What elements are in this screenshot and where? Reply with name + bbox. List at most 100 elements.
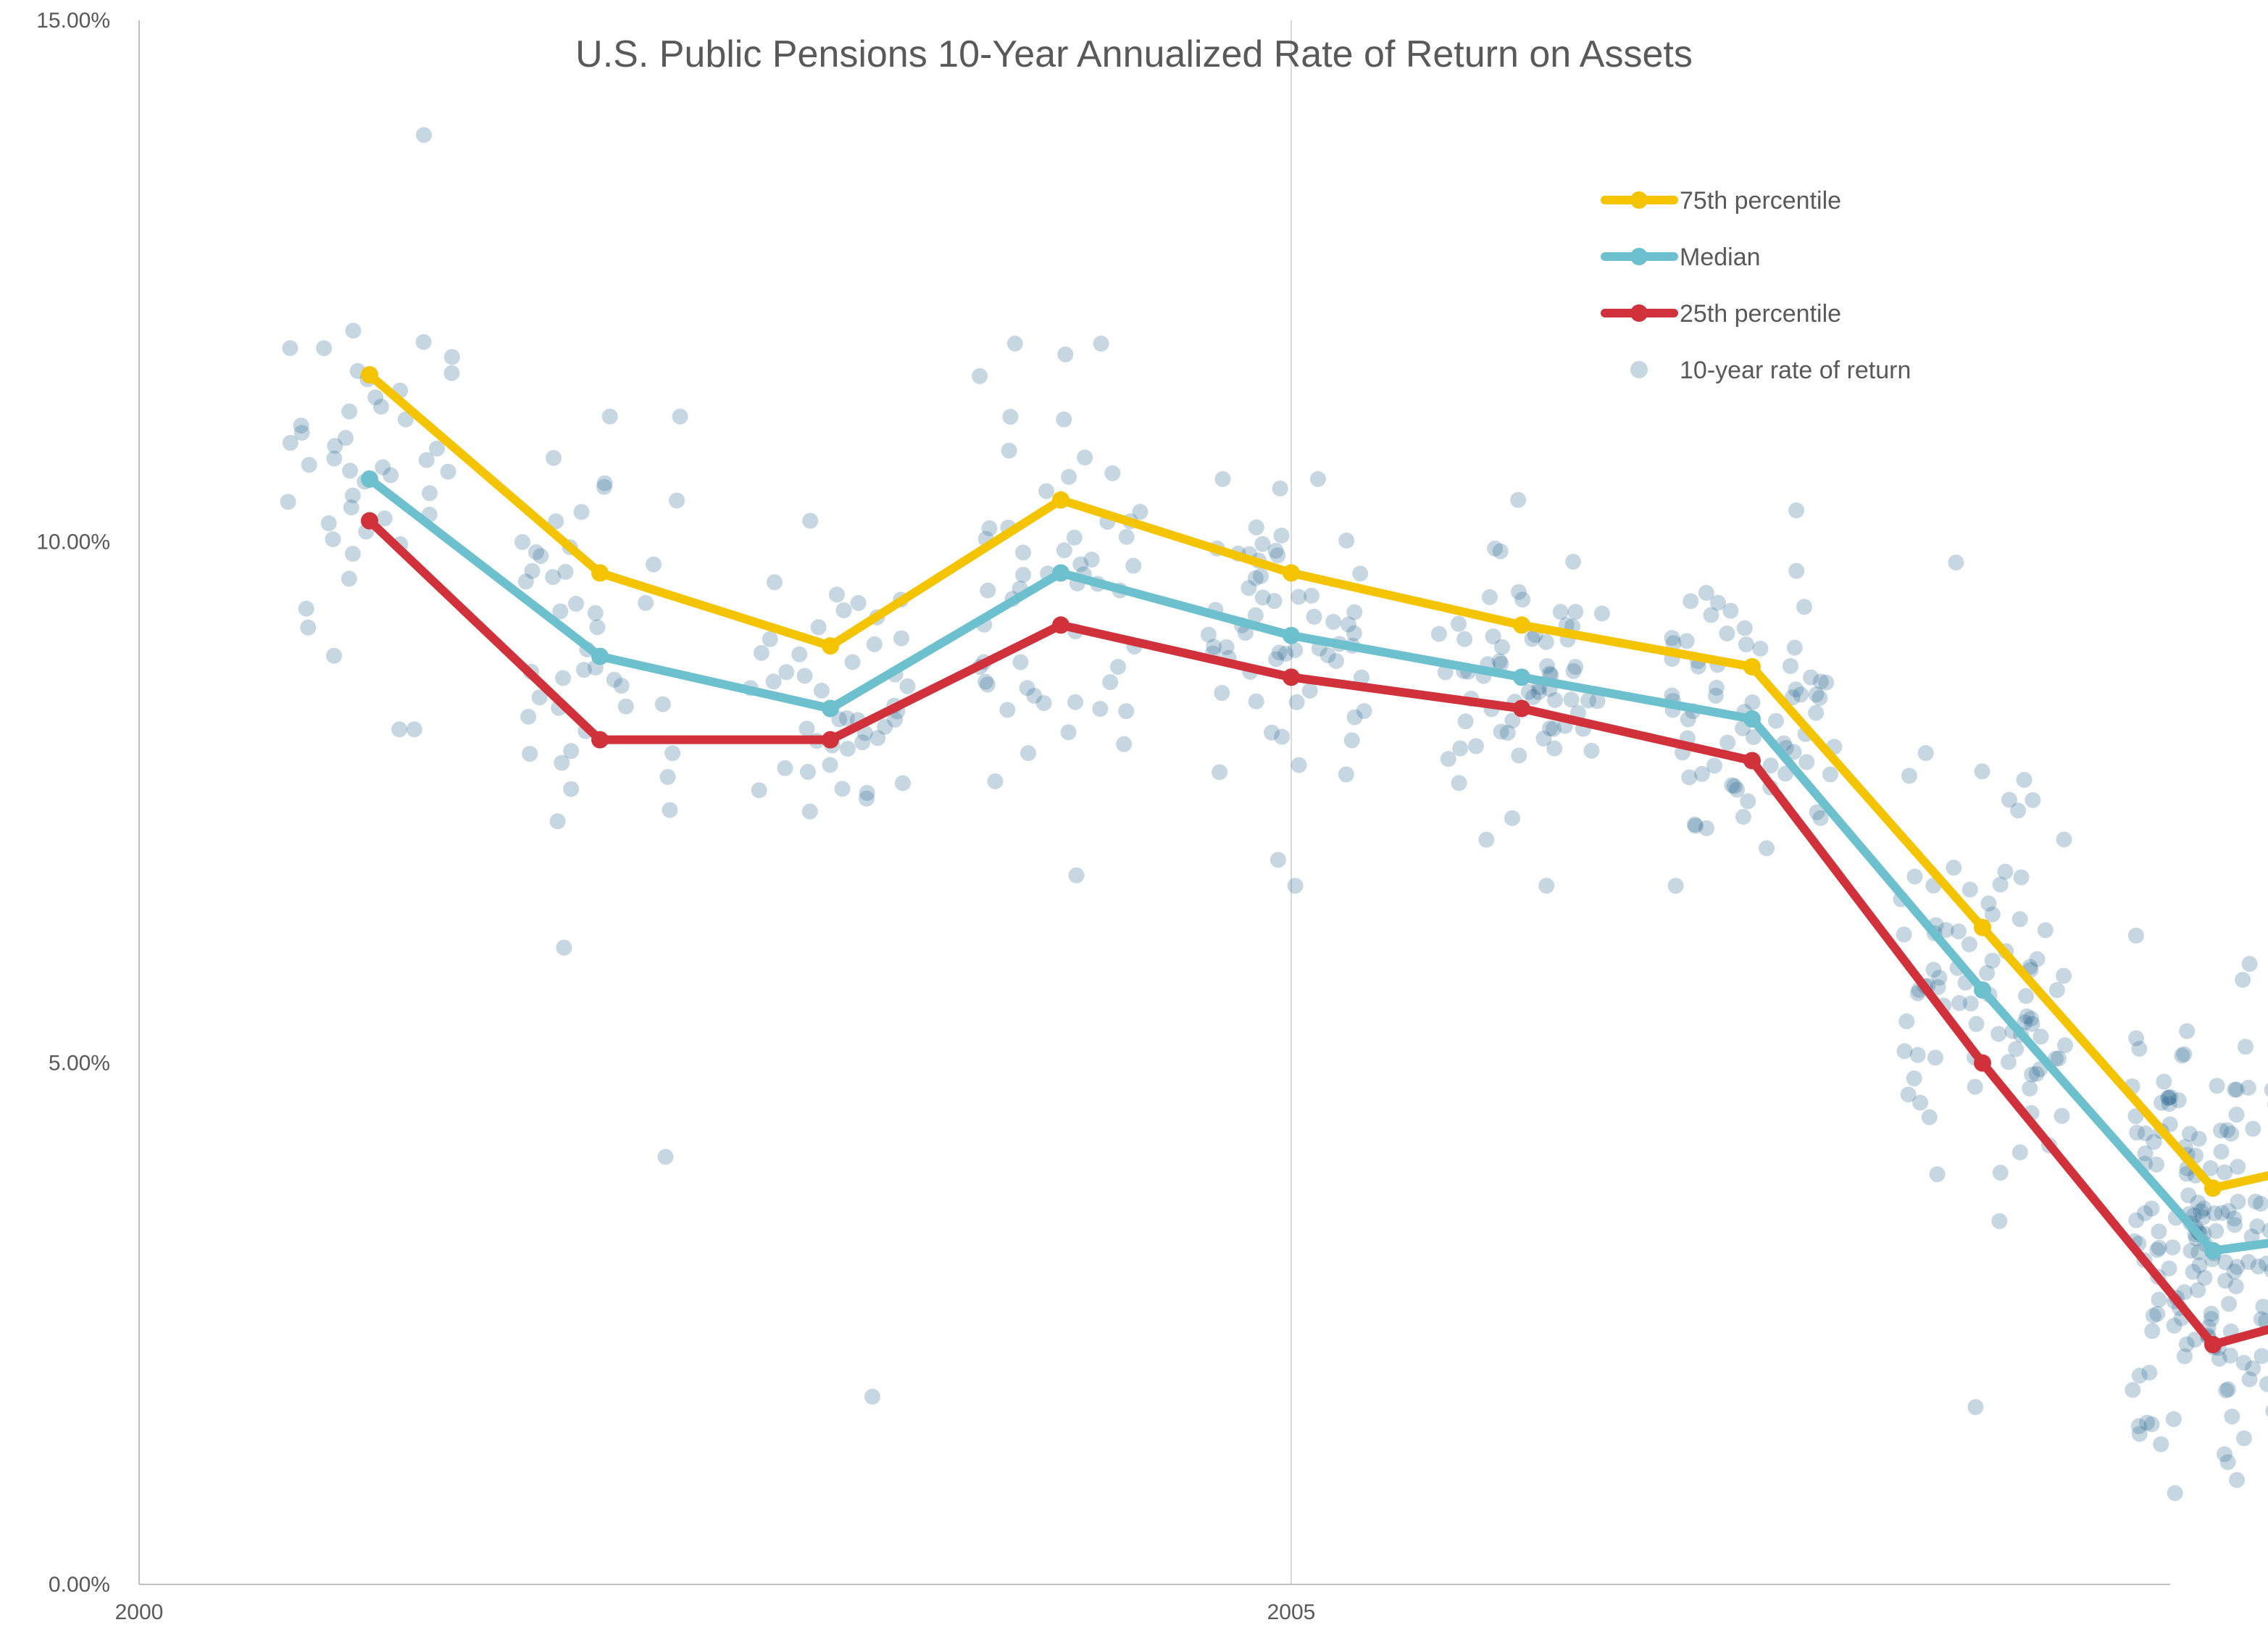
scatter-point [1116,736,1133,752]
scatter-point [520,708,537,725]
scatter-point [2217,1164,2233,1181]
scatter-point [2029,951,2046,968]
scatter-point [2145,1308,2161,1324]
legend-label: 75th percentile [1680,187,1841,215]
marker-25th-percentile [822,731,839,749]
scatter-point [972,367,988,384]
scatter-point [1504,712,1521,729]
scatter-point [2051,1050,2067,1067]
scatter-point [1703,607,1719,623]
scatter-point [2235,1430,2252,1447]
legend-swatch-point [1630,361,1648,378]
scatter-point [2156,1073,2172,1090]
scatter-point [1214,471,1231,488]
scatter-point [2185,1263,2201,1280]
scatter-point [870,730,886,747]
scatter-point [1808,704,1825,721]
scatter-point [1478,831,1495,848]
scatter-point [2128,1212,2145,1229]
scatter-point [2153,1436,2169,1452]
scatter-point [1961,936,1977,952]
scatter-point [838,710,855,726]
legend-item: Median [1601,244,1761,271]
scatter-point [337,430,354,446]
scatter-point [2247,1193,2264,1210]
scatter-point [514,533,530,550]
scatter-point [326,450,343,467]
marker-median [1974,981,1991,999]
scatter-point [1967,1399,1984,1416]
scatter-point [1481,589,1498,605]
scatter-point [2161,1116,2178,1133]
scatter-point [327,438,343,454]
scatter-point [765,673,782,690]
scatter-point [1812,689,1828,706]
y-tick-labels: 0.00% 5.00% 10.00% 15.00% [36,9,110,1597]
scatter-point [1118,528,1135,545]
scatter-point [638,594,654,611]
scatter-point [2245,1360,2261,1376]
scatter-point [1254,536,1271,552]
scatter-point [556,939,572,956]
scatter-point [1901,768,1917,784]
scatter-point [2223,1126,2240,1142]
scatter-point [1026,687,1043,704]
scatter-point [1693,765,1710,782]
scatter-point [300,619,317,636]
scatter-point [554,755,570,771]
scatter-point [1020,745,1036,762]
scatter-point [1066,529,1083,546]
scatter-point [1777,765,1794,782]
scatter-point [517,573,534,590]
scatter-point [979,676,996,693]
scatter-point [1593,605,1610,622]
scatter-point [1809,804,1825,820]
scatter-point [2017,988,2034,1005]
scatter-point [2167,1485,2183,1502]
scatter-point [1812,810,1829,826]
scatter-point [1818,674,1835,691]
marker-25th-percentile [1052,616,1070,634]
marker-median [1052,564,1070,582]
scatter-point [1752,640,1769,657]
scatter-point [2146,1134,2162,1150]
marker-75th-percentile [1513,616,1530,634]
scatter-point [1541,720,1558,736]
scatter-point [1744,694,1761,710]
axes [138,20,2170,1585]
scatter-point [1709,594,1726,611]
scatter-point [1510,583,1527,600]
scatter-point [2178,1165,2195,1182]
x-tick-label: 2005 [1267,1600,1316,1624]
scatter-point [1707,687,1724,704]
scatter-point [2170,1092,2187,1109]
scatter-point [1304,587,1320,604]
scatter-point [2229,1471,2246,1488]
marker-median [1283,626,1300,644]
scatter-point [1520,683,1537,700]
scatter-point [2227,1278,2244,1294]
scatter-point [1900,1086,1917,1103]
scatter-point [1104,465,1121,481]
scatter-point [1267,542,1284,559]
scatter-point [343,499,359,516]
scatter-point [1535,730,1552,747]
scatter-point [2206,1205,2223,1222]
scatter-point [2176,1046,2193,1063]
scatter-point [2222,1347,2238,1364]
scatter-point [1346,604,1363,620]
scatter-point [2011,911,2028,928]
scatter-point [1722,602,1739,619]
scatter-point [2137,1145,2154,1162]
scatter-point [531,689,548,706]
scatter-point [766,574,783,591]
scatter-point [2131,1367,2148,1384]
scatter-point [545,569,562,586]
scatter-point [999,702,1016,718]
scatter-point [1812,673,1829,690]
scatter-point [2174,1047,2190,1064]
scatter-point [2176,1284,2193,1300]
scatter-point [524,562,541,579]
scatter-point [1291,757,1307,773]
